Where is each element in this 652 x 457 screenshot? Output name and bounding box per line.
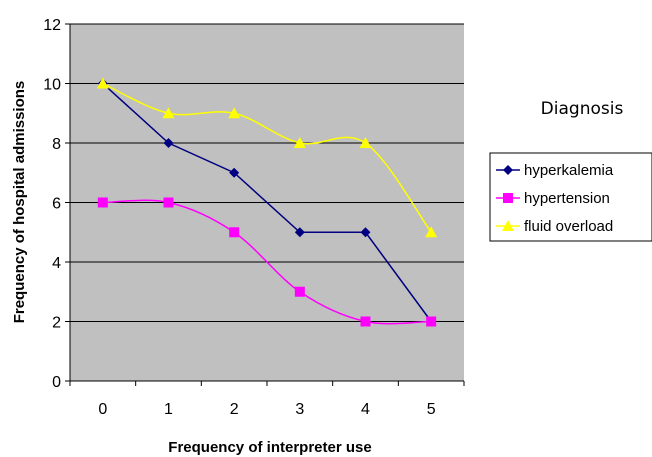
series-group bbox=[96, 77, 438, 327]
data-point-hyperkalemia bbox=[294, 227, 305, 238]
data-point-hyperkalemia bbox=[163, 138, 174, 148]
data-point-fluid-overload bbox=[359, 137, 372, 148]
series-hypertension bbox=[97, 197, 437, 327]
series-fluid-overload bbox=[96, 77, 438, 238]
x-tick-label: 2 bbox=[230, 401, 239, 418]
y-tick-label: 6 bbox=[52, 196, 61, 213]
data-point-fluid-overload bbox=[228, 107, 241, 119]
y-tick-label: 0 bbox=[52, 374, 61, 391]
data-point-hypertension bbox=[426, 316, 437, 327]
y-axis-ticks: 0 2 4 6 8 10 12 bbox=[43, 17, 70, 391]
legend-label-hypertension: hypertension bbox=[524, 190, 610, 207]
y-tick-label: 2 bbox=[52, 315, 61, 332]
data-point-hypertension bbox=[360, 316, 371, 327]
legend-marker-hyperkalemia bbox=[503, 165, 513, 175]
x-tick-label: 3 bbox=[295, 401, 304, 418]
x-axis-ticks: 0 1 2 3 4 5 bbox=[69, 381, 465, 418]
series-line-fluid-overload bbox=[102, 82, 432, 233]
legend-marker-hypertension bbox=[503, 193, 513, 203]
data-point-hypertension bbox=[163, 197, 174, 208]
legend-title: Diagnosis bbox=[541, 99, 624, 119]
data-point-fluid-overload bbox=[96, 77, 109, 89]
legend: hyperkalemia hypertension fluid overload bbox=[489, 152, 652, 242]
y-tick-label: 8 bbox=[52, 136, 61, 153]
y-tick-label: 4 bbox=[52, 255, 61, 272]
x-tick-label: 4 bbox=[361, 401, 370, 418]
data-point-hyperkalemia bbox=[360, 227, 371, 238]
legend-label-fluid-overload: fluid overload bbox=[524, 218, 613, 235]
x-tick-label: 1 bbox=[164, 401, 173, 418]
series-line-hypertension bbox=[102, 199, 432, 325]
y-axis-title: Frequency of hospital admissions bbox=[11, 81, 28, 324]
x-tick-label: 0 bbox=[98, 401, 107, 418]
y-tick-label: 10 bbox=[43, 77, 61, 94]
x-axis-title: Frequency of interpreter use bbox=[168, 439, 371, 456]
legend-marker-fluid-overload bbox=[502, 220, 514, 231]
legend-label-hyperkalemia: hyperkalemia bbox=[524, 162, 614, 179]
data-point-fluid-overload bbox=[162, 107, 175, 119]
series-line-hyperkalemia bbox=[102, 82, 432, 322]
y-tick-label: 12 bbox=[43, 17, 61, 34]
x-tick-label: 5 bbox=[427, 401, 436, 418]
data-point-hypertension bbox=[294, 286, 305, 297]
data-point-hypertension bbox=[229, 227, 240, 238]
data-point-fluid-overload bbox=[425, 226, 438, 238]
data-point-fluid-overload bbox=[293, 137, 306, 148]
data-point-hypertension bbox=[97, 197, 108, 208]
data-point-hyperkalemia bbox=[229, 167, 240, 178]
